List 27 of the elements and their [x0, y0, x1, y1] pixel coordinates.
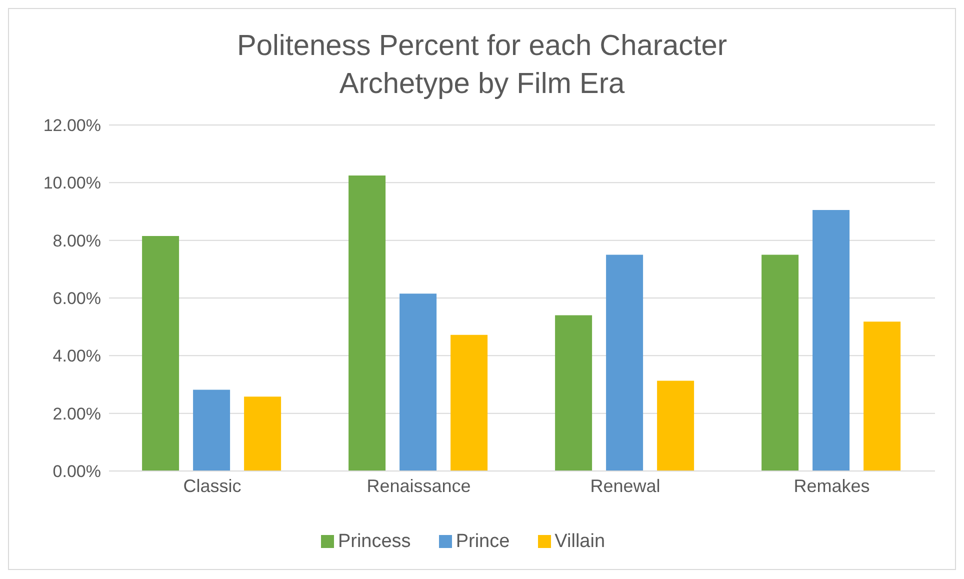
y-tick-label: 6.00% — [52, 289, 101, 308]
bar — [657, 380, 694, 471]
legend-label: Prince — [456, 531, 510, 552]
legend-label: Princess — [338, 531, 411, 552]
legend-label: Villain — [554, 531, 606, 552]
bar — [762, 254, 799, 471]
y-tick-label: 4.00% — [52, 346, 101, 366]
bar — [400, 294, 437, 471]
bar — [606, 254, 644, 471]
chart-title: Politeness Percent for each Character Archetype by Film Era — [236, 29, 728, 102]
y-tick-label: 2.00% — [52, 404, 101, 424]
x-tick-label: Renewal — [590, 476, 660, 496]
x-tick-label: Remakes — [794, 476, 870, 496]
bar — [193, 390, 230, 471]
y-tick-label: 10.00% — [43, 174, 101, 193]
y-tick-label: 0.00% — [52, 462, 101, 482]
bar — [244, 396, 282, 471]
bar — [142, 236, 180, 471]
bar — [864, 322, 901, 471]
x-tick-label: Renaissance — [366, 476, 471, 496]
x-tick-label: Classic — [183, 476, 242, 496]
bar — [812, 210, 850, 471]
y-tick-label: 12.00% — [43, 116, 101, 136]
y-tick-label: 8.00% — [52, 231, 101, 250]
bar — [450, 334, 488, 471]
bar — [555, 315, 592, 471]
bar — [348, 175, 386, 471]
